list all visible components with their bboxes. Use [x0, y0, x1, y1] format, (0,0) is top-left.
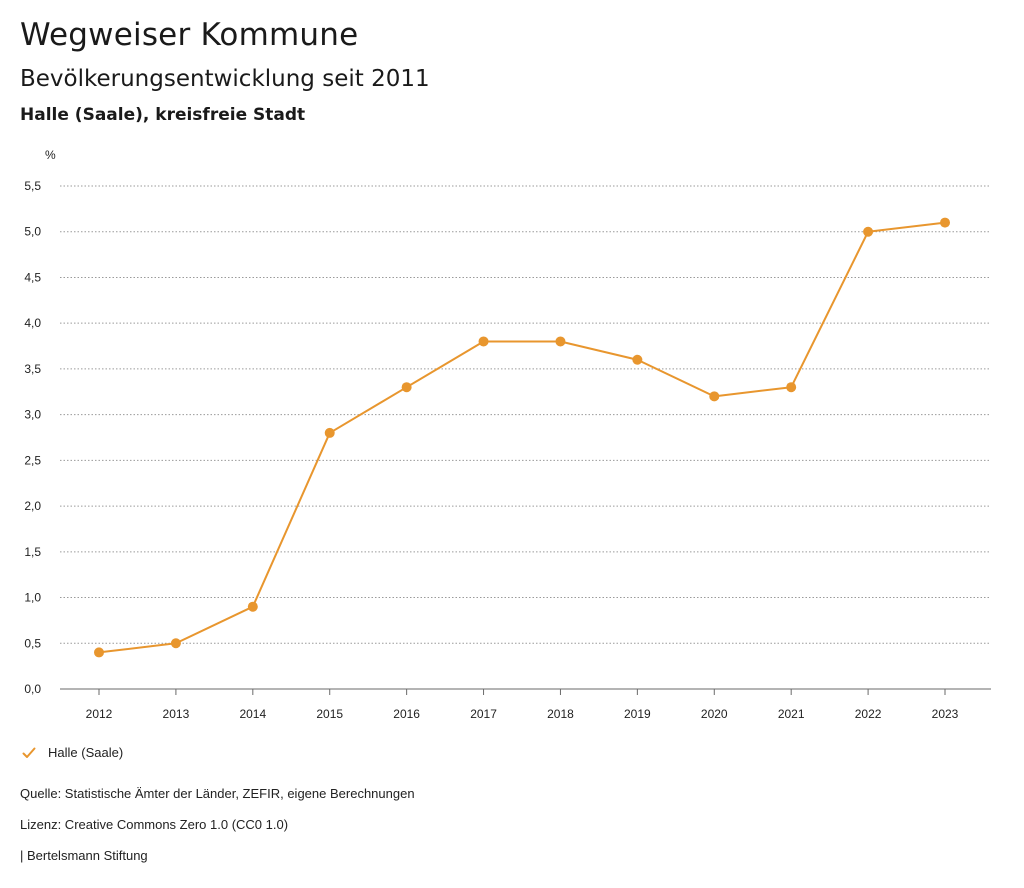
y-tick-label: 5,5 [24, 179, 41, 193]
data-point[interactable] [786, 382, 797, 393]
data-point[interactable] [709, 391, 720, 402]
y-tick-label: 0,0 [24, 682, 41, 696]
data-point[interactable] [940, 217, 950, 228]
y-tick-label: 3,5 [24, 362, 41, 376]
series-line [98, 221, 946, 654]
x-tick-label: 2023 [932, 707, 959, 721]
chart-title: Wegweiser Kommune [20, 17, 359, 53]
x-tick-label: 2021 [778, 707, 805, 721]
license-note: Lizenz: Creative Commons Zero 1.0 (CC0 1… [20, 817, 289, 832]
y-tick-label: 2,5 [24, 453, 41, 467]
x-tick-label: 2022 [855, 707, 882, 721]
data-point[interactable] [94, 647, 104, 658]
x-tick-label: 2020 [701, 707, 728, 721]
data-point[interactable] [632, 354, 643, 365]
y-unit-label: % [45, 148, 56, 162]
legend-label: Halle (Saale) [48, 745, 124, 760]
y-tick-label: 4,5 [24, 270, 41, 284]
data-point[interactable] [555, 336, 566, 347]
y-tick-label: 2,0 [24, 499, 41, 513]
data-point[interactable] [401, 382, 412, 393]
chart-subtitle: Bevölkerungsentwicklung seit 2011 [20, 66, 430, 92]
data-point[interactable] [478, 336, 489, 347]
region-label: Halle (Saale), kreisfreie Stadt [20, 105, 306, 125]
data-point[interactable] [247, 601, 258, 612]
y-tick-label: 1,5 [24, 545, 41, 559]
line-chart: % 0,0 0,5 1,0 1,5 2,0 2,5 3,0 3,5 4,0 4,5 5,0 5,5 201… [24, 148, 991, 721]
y-tick-label: 4,0 [24, 316, 41, 330]
x-tick-label: 2017 [470, 707, 497, 721]
source-note: Quelle: Statistische Ämter der Länder, Z… [20, 786, 415, 801]
x-tick-label: 2013 [163, 707, 190, 721]
publisher-note: | Bertelsmann Stiftung [20, 848, 148, 863]
x-tick-label: 2012 [86, 707, 113, 721]
y-tick-label: 1,0 [24, 591, 41, 605]
x-tick-label: 2015 [316, 707, 343, 721]
data-point[interactable] [170, 638, 181, 649]
series-layer [94, 217, 950, 658]
axes: % 0,0 0,5 1,0 1,5 2,0 2,5 3,0 3,5 4,0 4,5 5,0 5,5 201… [24, 148, 991, 721]
x-tick-label: 2014 [239, 707, 266, 721]
grid-lines [60, 185, 991, 644]
y-tick-label: 3,0 [24, 408, 41, 422]
data-point[interactable] [863, 226, 874, 237]
y-tick-label: 5,0 [24, 225, 41, 239]
data-point[interactable] [324, 427, 335, 438]
check-icon [22, 747, 36, 758]
legend[interactable]: Halle (Saale) [22, 745, 123, 760]
y-tick-label: 0,5 [24, 636, 41, 650]
x-tick-label: 2019 [624, 707, 651, 721]
x-tick-label: 2016 [393, 707, 420, 721]
x-tick-label: 2018 [547, 707, 574, 721]
